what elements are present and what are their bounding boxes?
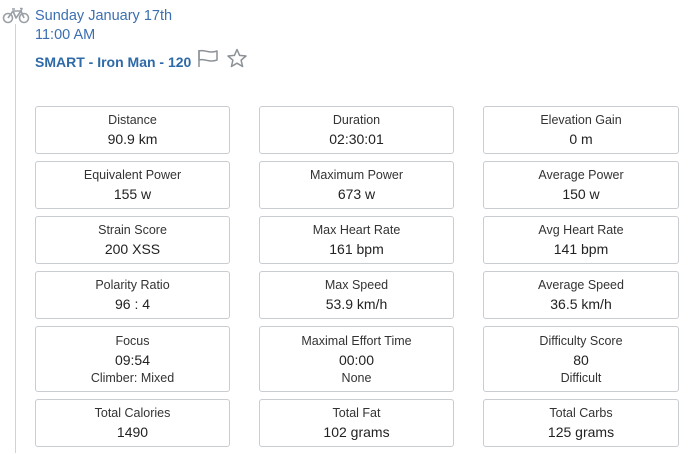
metric-card: Average Power 150 w	[483, 161, 679, 209]
metric-value: 96 : 4	[114, 295, 151, 312]
metric-card: Avg Heart Rate 141 bpm	[483, 216, 679, 264]
metric-value: 36.5 km/h	[550, 295, 612, 312]
workout-title[interactable]: SMART - Iron Man - 120	[35, 54, 192, 70]
metric-label: Distance	[108, 112, 157, 127]
metric-value: 161 bpm	[329, 240, 384, 257]
metric-card: Strain Score 200 XSS	[35, 216, 230, 264]
metric-sub: None	[341, 370, 372, 385]
metric-value: 141 bpm	[553, 240, 609, 257]
metric-card: Max Heart Rate 161 bpm	[259, 216, 454, 264]
metric-value: 200 XSS	[104, 240, 161, 257]
metric-card: Polarity Ratio 96 : 4	[35, 271, 230, 319]
metric-value: 102 grams	[323, 423, 390, 440]
metric-label: Total Calories	[94, 405, 171, 420]
metric-value: 155 w	[113, 185, 152, 202]
star-icon[interactable]	[226, 48, 248, 69]
metric-card: Max Speed 53.9 km/h	[259, 271, 454, 319]
metric-label: Equivalent Power	[83, 167, 182, 182]
metric-value: 1490	[116, 423, 149, 440]
metric-card: Total Fat 102 grams	[259, 399, 454, 447]
metric-label: Total Carbs	[549, 405, 613, 420]
metric-card: Distance 90.9 km	[35, 106, 230, 154]
metric-label: Strain Score	[98, 222, 167, 237]
metric-value: 0 m	[569, 130, 593, 147]
metric-sub: Difficult	[560, 370, 602, 385]
metric-value: 125 grams	[547, 423, 615, 440]
metric-value: 00:00	[338, 351, 375, 368]
metric-card: Difficulty Score 80 Difficult	[483, 326, 679, 392]
metric-value: 09:54	[114, 351, 151, 368]
metric-label: Difficulty Score	[539, 333, 623, 348]
flag-icon[interactable]	[196, 48, 220, 68]
metric-card: Maximum Power 673 w	[259, 161, 454, 209]
metric-label: Average Power	[538, 167, 624, 182]
metric-label: Maximum Power	[309, 167, 404, 182]
metric-value: 673 w	[337, 185, 376, 202]
metrics-grid: Distance 90.9 km Duration 02:30:01 Elevation…	[35, 106, 679, 454]
activity-date: Sunday January 17th	[35, 8, 173, 24]
metric-value: 80	[573, 351, 589, 368]
metric-card: Maximal Effort Time 00:00 None	[259, 326, 454, 392]
metric-label: Max Heart Rate	[312, 222, 401, 237]
metric-label: Polarity Ratio	[95, 277, 170, 292]
metric-value: 150 w	[562, 185, 600, 202]
metric-value: 02:30:01	[329, 130, 384, 147]
metric-label: Avg Heart Rate	[538, 222, 624, 237]
metric-label: Max Speed	[324, 277, 389, 292]
metric-label: Duration	[332, 112, 381, 127]
activity-time: 11:00 AM	[35, 27, 96, 43]
metric-value: 90.9 km	[107, 130, 158, 147]
bike-icon	[2, 7, 30, 24]
metric-sub: Climber: Mixed	[90, 370, 175, 385]
metric-label: Elevation Gain	[540, 112, 622, 127]
metric-card: Focus 09:54 Climber: Mixed	[35, 326, 230, 392]
metric-card: Total Calories 1490	[35, 399, 230, 447]
timeline-line	[15, 24, 16, 453]
metric-card: Elevation Gain 0 m	[483, 106, 679, 154]
metric-label: Maximal Effort Time	[301, 333, 412, 348]
metric-label: Average Speed	[538, 277, 624, 292]
metric-card: Average Speed 36.5 km/h	[483, 271, 679, 319]
metric-value: 53.9 km/h	[325, 295, 388, 312]
metric-card: Total Carbs 125 grams	[483, 399, 679, 447]
metric-card: Equivalent Power 155 w	[35, 161, 230, 209]
metric-label: Total Fat	[332, 405, 381, 420]
metric-card: Duration 02:30:01	[259, 106, 454, 154]
metric-label: Focus	[115, 333, 150, 348]
